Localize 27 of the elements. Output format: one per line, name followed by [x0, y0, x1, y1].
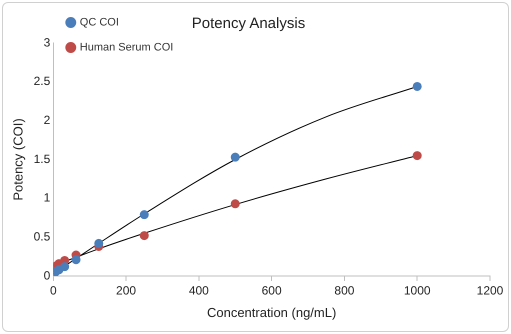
- y-tick-label: 2: [44, 112, 51, 127]
- point: [94, 238, 104, 248]
- y-tick-label: 1.5: [34, 152, 51, 166]
- point: [412, 82, 422, 91]
- x-tick-label: 600: [262, 284, 282, 298]
- x-axis-title: Concentration (ng/mL): [206, 304, 336, 320]
- y-tick-label: 3: [44, 35, 51, 50]
- point: [230, 199, 240, 208]
- legend-label: Human Serum COI: [80, 42, 174, 54]
- y-tick-label: 0.5: [34, 229, 51, 244]
- x-tick-label: 1000: [404, 284, 431, 298]
- y-tick-label: 1: [44, 190, 51, 205]
- y-axis-title: Potency (COI): [10, 118, 26, 201]
- point: [60, 262, 70, 272]
- y-tick-label: 2.5: [34, 74, 51, 88]
- point: [230, 152, 240, 162]
- point: [140, 210, 149, 220]
- x-tick-label: 200: [116, 284, 136, 298]
- x-tick-label: 800: [334, 284, 355, 298]
- y-tick-label: 0: [44, 268, 51, 282]
- legend-label: QC COI: [80, 16, 119, 29]
- chart-title: Potency Analysis: [192, 15, 306, 32]
- point: [72, 255, 81, 264]
- point: [140, 231, 149, 240]
- x-tick-label: 400: [188, 284, 210, 298]
- x-tick-label: 1200: [476, 284, 504, 298]
- point: [412, 151, 422, 160]
